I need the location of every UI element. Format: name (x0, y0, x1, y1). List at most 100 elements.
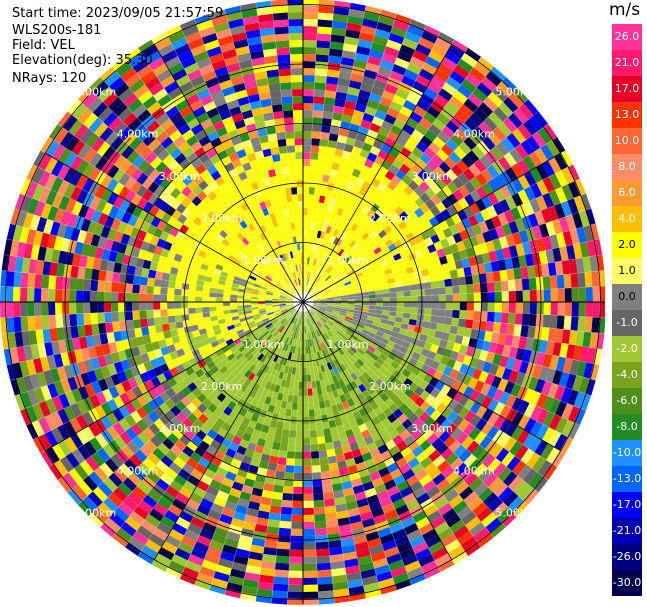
velocity-gate (369, 364, 379, 374)
velocity-gate (401, 75, 416, 88)
velocity-gate (260, 453, 271, 463)
velocity-gate (307, 250, 312, 258)
velocity-gate (419, 439, 432, 452)
velocity-gate (459, 293, 467, 302)
velocity-gate (303, 598, 319, 605)
velocity-gate (201, 559, 218, 572)
velocity-gate (463, 385, 475, 398)
velocity-gate (351, 146, 362, 156)
velocity-gate (303, 493, 314, 501)
velocity-gate (529, 239, 539, 254)
velocity-gate (518, 254, 528, 268)
velocity-gate (419, 456, 433, 469)
velocity-gate (563, 273, 572, 289)
ray-separator (302, 9, 382, 303)
velocity-gate (353, 234, 362, 243)
velocity-gate (483, 262, 493, 274)
velocity-gate (468, 255, 478, 267)
velocity-gate (306, 285, 310, 293)
velocity-gate (303, 339, 306, 347)
velocity-gate (340, 294, 348, 299)
velocity-gate (555, 417, 568, 434)
velocity-gate (312, 117, 323, 125)
velocity-gate (231, 481, 244, 492)
velocity-gate (323, 273, 330, 281)
velocity-gate (361, 451, 373, 462)
velocity-gate (312, 305, 319, 309)
velocity-gate (62, 302, 70, 315)
velocity-gate (354, 225, 363, 235)
velocity-gate (330, 34, 346, 44)
velocity-gate (431, 294, 439, 302)
velocity-gate (132, 302, 140, 311)
velocity-gate (384, 378, 394, 389)
velocity-gate (315, 312, 322, 319)
velocity-gate (303, 138, 312, 146)
velocity-gate (332, 244, 339, 253)
velocity-gate (291, 521, 303, 529)
velocity-gate (406, 117, 420, 130)
velocity-gate (288, 387, 294, 396)
velocity-gate (226, 582, 243, 593)
velocity-gate (305, 243, 310, 251)
velocity-gate (345, 212, 354, 221)
velocity-gate (364, 338, 373, 346)
velocity-gate (347, 348, 355, 357)
velocity-gate (346, 196, 356, 206)
velocity-gate (305, 271, 308, 279)
velocity-gate (344, 100, 357, 110)
velocity-gate (372, 557, 389, 569)
velocity-gate (339, 394, 347, 403)
velocity-gate (468, 337, 478, 349)
velocity-gate (555, 186, 568, 204)
velocity-gate (345, 457, 356, 468)
velocity-gate (276, 392, 284, 401)
ray-separator (302, 301, 506, 528)
velocity-gate (315, 380, 322, 388)
velocity-gate (62, 289, 70, 302)
velocity-gate (432, 136, 446, 149)
velocity-gate (374, 421, 385, 432)
velocity-gate (428, 141, 441, 155)
velocity-gate (481, 395, 493, 409)
velocity-gate (404, 397, 415, 409)
velocity-gate (286, 344, 292, 353)
ray-separator (302, 301, 574, 440)
velocity-gate (444, 101, 460, 115)
velocity-gate (364, 487, 377, 498)
velocity-gate (296, 360, 300, 368)
velocity-gate (383, 479, 397, 491)
velocity-gate (350, 380, 359, 390)
ray-separator (239, 301, 304, 599)
velocity-gate (379, 383, 390, 393)
velocity-gate (548, 398, 561, 415)
velocity-gate (174, 302, 182, 309)
velocity-gate (334, 381, 342, 390)
velocity-gate (287, 591, 303, 599)
velocity-gate (340, 299, 348, 302)
velocity-gate (416, 99, 431, 112)
velocity-gate (361, 268, 370, 276)
velocity-gate (311, 307, 318, 312)
velocity-gate (569, 228, 580, 245)
velocity-gate (271, 376, 279, 385)
velocity-gate (461, 436, 474, 450)
velocity-gate (474, 211, 485, 224)
velocity-gate (487, 291, 495, 302)
velocity-gate (90, 279, 99, 292)
velocity-gate (364, 235, 373, 244)
ray-separator (302, 301, 518, 517)
velocity-gate (463, 410, 476, 424)
velocity-gate (358, 504, 371, 515)
velocity-gate (347, 299, 355, 302)
velocity-gate (381, 120, 394, 131)
ray-separator (286, 301, 304, 605)
velocity-gate (342, 551, 358, 561)
velocity-gate (339, 288, 347, 293)
velocity-gate (346, 229, 355, 238)
velocity-gate (515, 290, 523, 302)
velocity-gate (464, 472, 479, 487)
velocity-gate (315, 47, 330, 56)
velocity-gate (344, 494, 357, 504)
velocity-gate (379, 353, 388, 362)
